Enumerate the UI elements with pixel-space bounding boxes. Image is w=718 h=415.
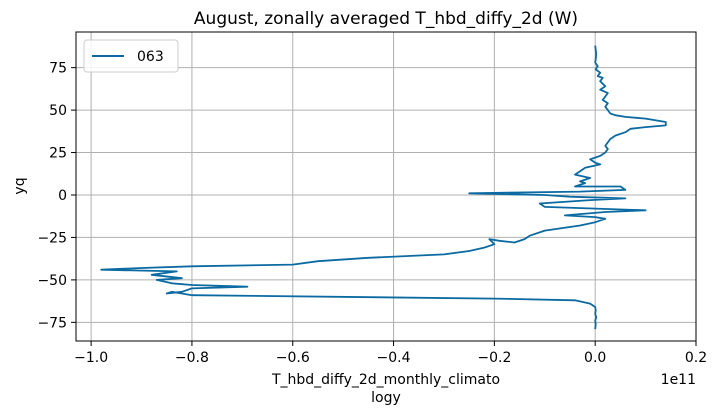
chart-title: August, zonally averaged T_hbd_diffy_2d … (194, 9, 578, 29)
legend-label: 063 (137, 49, 164, 65)
x-axis-ticks: −1.0 −0.8 −0.6 −0.4 −0.2 0.0 0.2 (74, 341, 707, 366)
y-tick-label: −25 (37, 230, 67, 246)
x-tick-label: −0.4 (377, 350, 411, 366)
x-axis-offset-label: 1e11 (661, 372, 696, 388)
legend-box (83, 39, 179, 73)
y-tick-label: 75 (49, 61, 67, 77)
x-tick-label: −0.6 (276, 350, 310, 366)
x-tick-label: 0.0 (584, 350, 606, 366)
series-layer (100, 45, 667, 330)
x-tick-label: −1.0 (74, 350, 108, 366)
y-axis-ticks: 75 50 25 0 −25 −50 −75 (37, 61, 76, 331)
y-tick-label: 0 (58, 188, 67, 204)
y-tick-label: −75 (37, 315, 67, 331)
x-axis-title: T_hbd_diffy_2d_monthly_climato (271, 372, 500, 388)
plot-area-frame (75, 31, 697, 342)
x-axis-title-line2: logy (371, 390, 401, 406)
y-axis-title: yq (12, 177, 28, 194)
series-line-063 (100, 45, 667, 330)
y-tick-label: 25 (49, 146, 67, 162)
y-tick-label: 50 (49, 103, 67, 119)
y-tick-label: −50 (37, 273, 67, 289)
x-tick-label: 0.2 (685, 350, 707, 366)
x-tick-label: −0.2 (477, 350, 511, 366)
legend: 063 (83, 39, 179, 73)
x-tick-label: −0.8 (175, 350, 209, 366)
